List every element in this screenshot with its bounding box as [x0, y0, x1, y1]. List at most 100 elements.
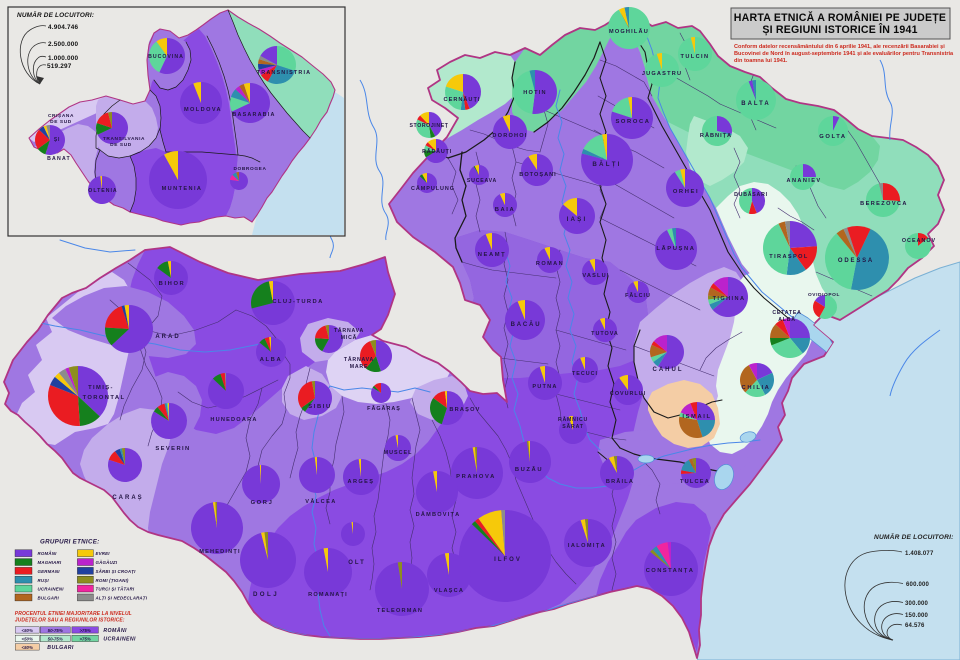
svg-text:SIBIU: SIBIU	[308, 404, 331, 410]
svg-text:BRĂILA: BRĂILA	[606, 478, 634, 485]
svg-text:RÂBNIȚA: RÂBNIȚA	[700, 132, 732, 139]
svg-text:COVURLUI: COVURLUI	[610, 391, 646, 397]
svg-text:RÂMNICU: RÂMNICU	[558, 416, 588, 423]
svg-text:PUTNA: PUTNA	[532, 384, 557, 390]
svg-text:TULCEA: TULCEA	[680, 479, 710, 485]
svg-text:ROMANAȚI: ROMANAȚI	[308, 592, 348, 598]
svg-text:DUBĂSARI: DUBĂSARI	[734, 191, 768, 198]
svg-text:DOLJ: DOLJ	[253, 591, 279, 598]
svg-text:DOROHOI: DOROHOI	[492, 133, 527, 139]
svg-text:MUSCEL: MUSCEL	[384, 450, 413, 456]
svg-text:HUNEDOARA: HUNEDOARA	[210, 417, 257, 423]
svg-text:CARAȘ: CARAȘ	[112, 495, 143, 501]
svg-text:MOLDOVA: MOLDOVA	[184, 107, 222, 113]
svg-text:TRANSILVANIA: TRANSILVANIA	[103, 136, 145, 142]
svg-text:BALTA: BALTA	[741, 101, 770, 107]
svg-text:SĂRAT: SĂRAT	[562, 423, 584, 430]
svg-text:VLAȘCA: VLAȘCA	[434, 588, 464, 594]
svg-text:TRANSNISTRIA: TRANSNISTRIA	[257, 70, 312, 76]
svg-text:din toamna lui 1941.: din toamna lui 1941.	[734, 58, 788, 64]
svg-text:BUCOVINA: BUCOVINA	[148, 54, 184, 60]
svg-text:ROMI (ȚIGANI): ROMI (ȚIGANI)	[96, 578, 129, 583]
svg-text:ȘI: ȘI	[54, 137, 60, 143]
svg-text:BAIA: BAIA	[495, 207, 516, 213]
svg-text:Conform datelor recensământulu: Conform datelor recensământului din 6 ap…	[734, 44, 945, 50]
svg-text:VASLUI: VASLUI	[582, 273, 609, 279]
svg-text:>75%: >75%	[79, 636, 90, 641]
svg-text:CONSTANȚA: CONSTANȚA	[646, 568, 695, 574]
svg-text:OCEANOV: OCEANOV	[902, 238, 936, 244]
svg-text:MAGHIARI: MAGHIARI	[38, 560, 62, 565]
svg-text:TÂRNAVA: TÂRNAVA	[334, 327, 364, 334]
svg-text:CRIȘANA: CRIȘANA	[48, 113, 74, 119]
svg-text:MEHEDINȚI: MEHEDINȚI	[199, 549, 241, 555]
svg-text:SOROCA: SOROCA	[615, 119, 650, 125]
svg-text:TIGHINA: TIGHINA	[713, 296, 746, 302]
svg-text:OLT: OLT	[348, 560, 366, 566]
svg-text:ROMAN: ROMAN	[536, 261, 564, 267]
svg-text:MUNTENIA: MUNTENIA	[162, 186, 203, 192]
svg-text:SUCEAVA: SUCEAVA	[467, 178, 497, 184]
svg-text:TÂRNAVA: TÂRNAVA	[344, 356, 374, 363]
svg-text:FĂLCIU: FĂLCIU	[625, 292, 651, 299]
svg-text:BOTOȘANI: BOTOȘANI	[519, 172, 556, 178]
svg-text:>75%: >75%	[79, 628, 90, 633]
svg-text:1.408.077: 1.408.077	[905, 551, 934, 557]
svg-text:BIHOR: BIHOR	[159, 281, 186, 287]
svg-text:CAHUL: CAHUL	[653, 367, 684, 373]
svg-text:BULGARI: BULGARI	[47, 645, 74, 651]
svg-text:300.000: 300.000	[905, 601, 929, 607]
svg-text:ALBA: ALBA	[260, 357, 283, 363]
svg-text:HOTIN: HOTIN	[523, 90, 546, 96]
svg-text:2.500.000: 2.500.000	[48, 41, 78, 48]
svg-text:TULCIN: TULCIN	[681, 54, 710, 60]
svg-text:SÂRBI ȘI CROAȚI: SÂRBI ȘI CROAȚI	[96, 569, 137, 574]
svg-text:<50%: <50%	[22, 645, 33, 650]
svg-text:FĂGĂRAȘ: FĂGĂRAȘ	[367, 405, 401, 412]
svg-text:BASARABIA: BASARABIA	[232, 112, 275, 118]
svg-text:PRAHOVA: PRAHOVA	[456, 474, 496, 480]
svg-text:ILFOV: ILFOV	[494, 557, 522, 563]
svg-text:DÂMBOVIȚA: DÂMBOVIȚA	[416, 511, 461, 518]
svg-text:ALBĂ: ALBĂ	[778, 316, 796, 323]
svg-text:519.297: 519.297	[47, 63, 72, 70]
svg-text:NUMĂR DE LOCUITORI:: NUMĂR DE LOCUITORI:	[874, 532, 954, 541]
svg-text:<50%: <50%	[22, 636, 33, 641]
svg-text:4.904.746: 4.904.746	[48, 24, 78, 31]
svg-text:JUDEȚELOR SAU A REGIUNILOR IST: JUDEȚELOR SAU A REGIUNILOR ISTORICE:	[15, 617, 125, 623]
svg-text:TELEORMAN: TELEORMAN	[377, 608, 423, 614]
svg-text:GRUPURI ETNICE:: GRUPURI ETNICE:	[40, 539, 100, 546]
svg-text:NEAMȚ: NEAMȚ	[478, 252, 507, 258]
svg-text:CETATEA: CETATEA	[772, 310, 801, 316]
svg-text:CHILIA: CHILIA	[742, 385, 771, 391]
svg-text:GOLTA: GOLTA	[819, 134, 846, 140]
svg-text:TURCI ȘI TĂTARI: TURCI ȘI TĂTARI	[96, 587, 135, 592]
svg-text:50-75%: 50-75%	[48, 628, 63, 633]
svg-text:IALOMIȚA: IALOMIȚA	[568, 543, 606, 549]
svg-text:TECUCI: TECUCI	[572, 371, 598, 377]
svg-text:ALȚI ȘI NEDECLARAȚI: ALȚI ȘI NEDECLARAȚI	[95, 595, 148, 600]
svg-text:CLUJ-TURDA: CLUJ-TURDA	[272, 299, 323, 305]
svg-text:MOGHILĂU: MOGHILĂU	[609, 28, 649, 35]
svg-text:STOROJINEȚ: STOROJINEȚ	[409, 123, 448, 129]
svg-text:150.000: 150.000	[905, 613, 929, 619]
svg-text:JUGASTRU: JUGASTRU	[642, 71, 682, 77]
svg-text:BANAT: BANAT	[47, 156, 71, 162]
svg-text:ODESSA: ODESSA	[838, 258, 874, 264]
svg-text:BĂLȚI: BĂLȚI	[592, 161, 621, 168]
svg-text:EVREI: EVREI	[96, 551, 111, 556]
svg-text:CÂMPULUNG: CÂMPULUNG	[411, 185, 455, 192]
svg-text:BULGARI: BULGARI	[38, 595, 60, 600]
svg-text:600.000: 600.000	[906, 582, 930, 588]
svg-text:BACĂU: BACĂU	[511, 321, 542, 328]
svg-text:VÂLCEA: VÂLCEA	[305, 498, 336, 505]
svg-text:SEVERIN: SEVERIN	[155, 446, 190, 452]
svg-text:CERNĂUȚI: CERNĂUȚI	[444, 96, 481, 103]
svg-text:DOBROGEA: DOBROGEA	[233, 166, 266, 172]
svg-text:ORHEI: ORHEI	[673, 189, 699, 195]
svg-text:RUȘI: RUȘI	[38, 578, 50, 583]
svg-text:BEREZOVCA: BEREZOVCA	[860, 201, 908, 207]
svg-text:ROMÂNI: ROMÂNI	[38, 551, 58, 556]
svg-text:UCRAINENI: UCRAINENI	[38, 587, 65, 592]
svg-text:ANANIEV: ANANIEV	[787, 178, 822, 184]
